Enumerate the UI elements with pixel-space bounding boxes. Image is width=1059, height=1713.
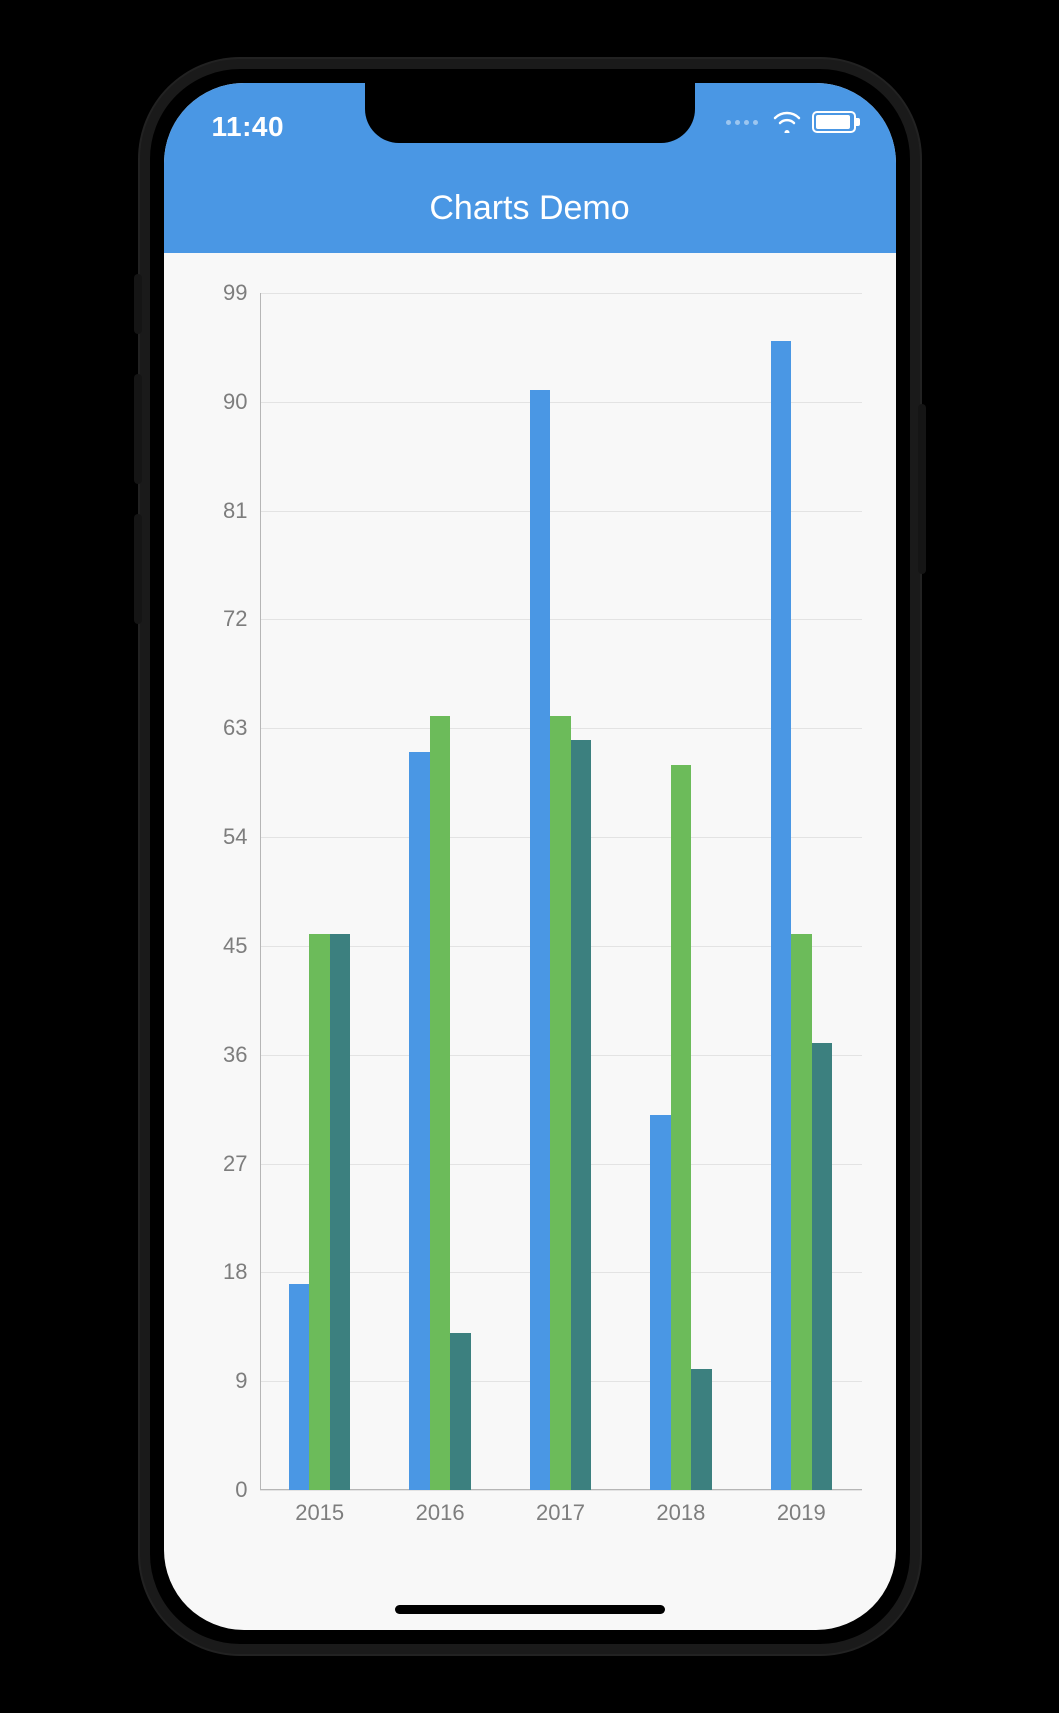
bar (671, 765, 691, 1490)
bar (771, 341, 791, 1490)
y-tick-label: 63 (223, 715, 247, 741)
y-tick-label: 45 (223, 933, 247, 959)
mute-switch (134, 274, 142, 334)
x-tick-label: 2016 (416, 1500, 465, 1526)
y-tick-label: 18 (223, 1259, 247, 1285)
phone-frame: 11:40 Charts Demo (140, 59, 920, 1654)
y-tick-label: 54 (223, 824, 247, 850)
x-tick-label: 2015 (295, 1500, 344, 1526)
y-tick-label: 81 (223, 498, 247, 524)
status-time: 11:40 (212, 111, 285, 143)
gridline (260, 1490, 862, 1491)
volume-up-button (134, 374, 142, 484)
bar (550, 716, 570, 1490)
wifi-icon (772, 111, 802, 133)
bar (650, 1115, 670, 1490)
home-indicator[interactable] (395, 1605, 665, 1614)
bar (812, 1043, 832, 1490)
y-tick-label: 0 (235, 1477, 247, 1503)
y-tick-label: 36 (223, 1042, 247, 1068)
notch (365, 83, 695, 143)
page-title: Charts Demo (429, 189, 629, 228)
status-right (726, 111, 856, 133)
volume-down-button (134, 514, 142, 624)
gridline (260, 293, 862, 294)
x-tick-label: 2019 (777, 1500, 826, 1526)
bar (530, 390, 550, 1490)
y-tick-label: 99 (223, 280, 247, 306)
bar (691, 1369, 711, 1490)
y-axis (260, 293, 261, 1490)
y-tick-label: 72 (223, 606, 247, 632)
bar (450, 1333, 470, 1490)
bar (309, 934, 329, 1490)
y-tick-label: 27 (223, 1151, 247, 1177)
x-tick-label: 2017 (536, 1500, 585, 1526)
bar (430, 716, 450, 1490)
bar (289, 1284, 309, 1490)
y-tick-label: 90 (223, 389, 247, 415)
bar-chart: 0 9 18 27 36 45 54 63 72 81 90 99 2015 2016 2017 2018 20… (204, 283, 872, 1530)
bar (330, 934, 350, 1490)
battery-icon (812, 111, 856, 133)
y-tick-label: 9 (235, 1368, 247, 1394)
bar (571, 740, 591, 1490)
power-button (918, 404, 926, 574)
x-tick-label: 2018 (656, 1500, 705, 1526)
bar (409, 752, 429, 1490)
nav-bar: Charts Demo (164, 163, 896, 253)
cellular-dots-icon (726, 120, 758, 125)
bar (791, 934, 811, 1490)
